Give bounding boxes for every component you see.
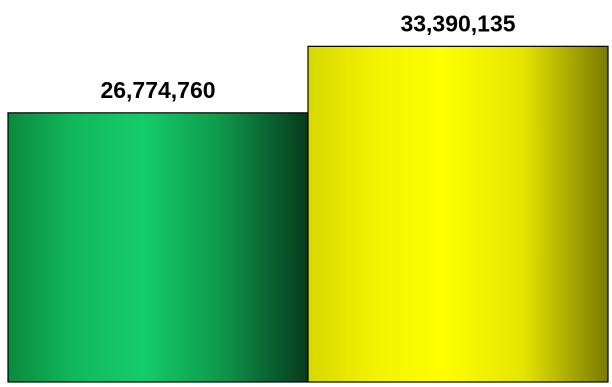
bar-1	[7, 112, 309, 383]
data-labels-group: 26,774,760 33,390,135	[100, 10, 515, 103]
data-label-2: 33,390,135	[400, 10, 515, 36]
bars-group	[7, 45, 609, 383]
data-label-1: 26,774,760	[100, 77, 215, 103]
bar-2	[307, 45, 609, 383]
